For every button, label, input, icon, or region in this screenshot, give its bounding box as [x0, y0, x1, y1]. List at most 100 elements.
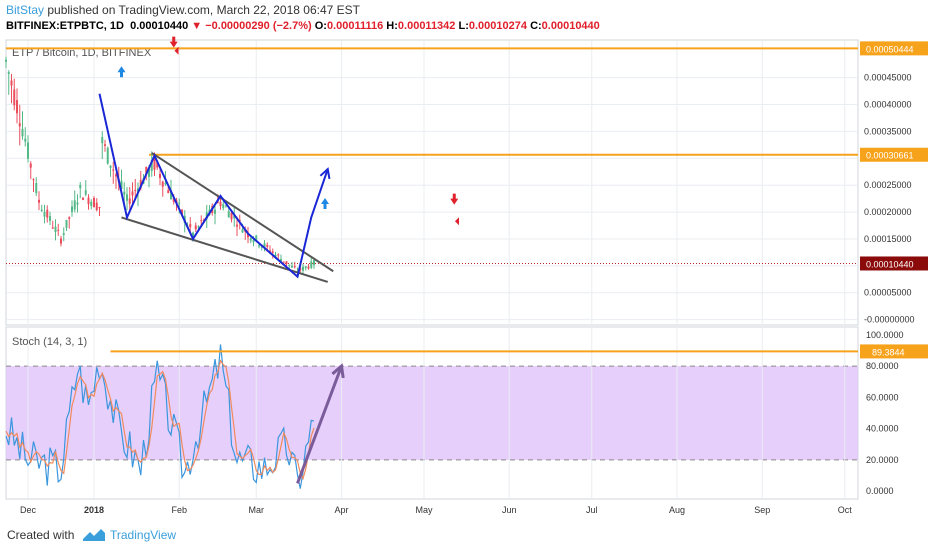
arrow-down-icon [450, 193, 459, 205]
x-tick-label: Aug [669, 505, 685, 515]
candle-body [181, 209, 183, 215]
candle-body [38, 199, 40, 203]
x-tick-label: Mar [249, 505, 265, 515]
candle-body [178, 202, 181, 204]
candle-body [21, 128, 24, 137]
stoch-band [6, 366, 858, 460]
candle-body [131, 191, 134, 196]
x-tick-label: Apr [334, 505, 348, 515]
candle-body [214, 209, 216, 214]
candle-body [219, 201, 222, 207]
candle-body [258, 245, 260, 247]
candle-body [247, 232, 249, 238]
candle-body [233, 215, 236, 219]
high-value: 0.00011342 [397, 20, 456, 32]
candle-body [43, 211, 46, 217]
candle-body [46, 209, 49, 218]
candle-body [24, 138, 27, 142]
candle-body [18, 123, 21, 127]
level-price-tag [860, 41, 928, 56]
y-tick-label: 0.00040000 [864, 100, 912, 110]
candle-body [5, 59, 7, 62]
x-tick-label: Oct [838, 505, 853, 515]
candle-body [167, 190, 170, 193]
y-tick-label: 0.00020000 [864, 207, 912, 217]
last-price: 0.00010440 [130, 20, 189, 32]
candle-body [255, 235, 258, 240]
x-tick-label: 2018 [84, 505, 104, 515]
price-pane [5, 39, 859, 326]
stoch-pane-title: Stoch (14, 3, 1) [12, 336, 87, 348]
candle-body [95, 202, 98, 211]
wedge-lower-line [121, 216, 329, 283]
candle-body [172, 198, 175, 202]
y-tick-label: 0.00035000 [864, 126, 912, 136]
marker-left-icon [455, 217, 459, 226]
level-price-tag [860, 147, 928, 162]
level-price-label: 0.00030661 [866, 151, 914, 161]
y-tick-label: 0.00015000 [864, 234, 912, 244]
candle-body [60, 238, 62, 244]
candle-body [274, 254, 277, 258]
created-with-text: Created with [7, 528, 75, 542]
open-value: 0.00011116 [326, 20, 384, 32]
candle-body [230, 212, 233, 220]
close-label: C: [530, 20, 542, 32]
candle-body [222, 204, 225, 209]
candle-body [307, 266, 310, 269]
tradingview-logo-icon [83, 529, 105, 541]
y-tick-label: 0.00005000 [864, 288, 912, 298]
low-label: L: [458, 20, 469, 32]
stoch-y-tick-label: 80.0000 [866, 361, 899, 371]
stoch-arrowhead [331, 363, 345, 379]
stoch-d-line [5, 359, 315, 481]
author-link[interactable]: BitStay [6, 3, 45, 17]
candle-body [29, 163, 32, 168]
candle-body [128, 198, 131, 204]
arrow-down-icon [169, 36, 178, 48]
candle-body [280, 259, 282, 262]
y-tick-label: 0.00045000 [864, 73, 912, 83]
x-tick-label: Jul [586, 505, 598, 515]
candle-body [263, 243, 266, 248]
candle-body [27, 142, 29, 159]
candle-body [106, 147, 109, 164]
candle-body [71, 206, 73, 212]
chart-area[interactable]: Dec 2018 Feb Mar Apr May Jun Jul Aug Sep Oct 0.0004… [0, 0, 932, 522]
candle-body [79, 184, 82, 189]
candle-body [145, 166, 148, 175]
candle-body [277, 254, 280, 256]
candle-body [93, 197, 95, 208]
candle-body [87, 197, 90, 205]
stoch-level-label: 89.3844 [872, 347, 905, 357]
candle-body [161, 181, 164, 187]
candle-body [139, 179, 142, 189]
x-tick-label: Sep [754, 505, 770, 515]
stoch-y-tick-label: 100.0000 [866, 330, 904, 340]
candle-body [68, 217, 71, 219]
candle-body [282, 261, 285, 263]
candle-body [159, 173, 161, 179]
x-tick-label: Dec [20, 505, 37, 515]
candle-body [304, 266, 307, 269]
candle-body [82, 197, 84, 200]
candle-body [293, 266, 296, 268]
candle-body [98, 206, 101, 208]
candle-body [84, 190, 87, 195]
tradingview-brand[interactable]: TradingView [110, 528, 177, 542]
candle-body [310, 261, 313, 268]
candle-body [150, 159, 153, 171]
symbol-label: BITFINEX:ETPBTC, 1D [6, 20, 124, 32]
high-label: H: [386, 20, 398, 32]
candle-body [252, 240, 255, 243]
level-price-label: 0.00050444 [866, 44, 914, 54]
candle-body [120, 180, 123, 189]
candle-body [40, 209, 43, 211]
price-pane-title: ETP / Bitcoin, 1D, BITFINEX [12, 47, 152, 59]
price-change: −0.00000290 (−2.7%) [205, 20, 312, 32]
stoch-y-tick-label: 0.0000 [866, 486, 894, 496]
candle-body [76, 202, 79, 205]
candle-body [112, 169, 115, 171]
arrow-up-icon [117, 66, 126, 78]
candle-body [285, 261, 288, 265]
